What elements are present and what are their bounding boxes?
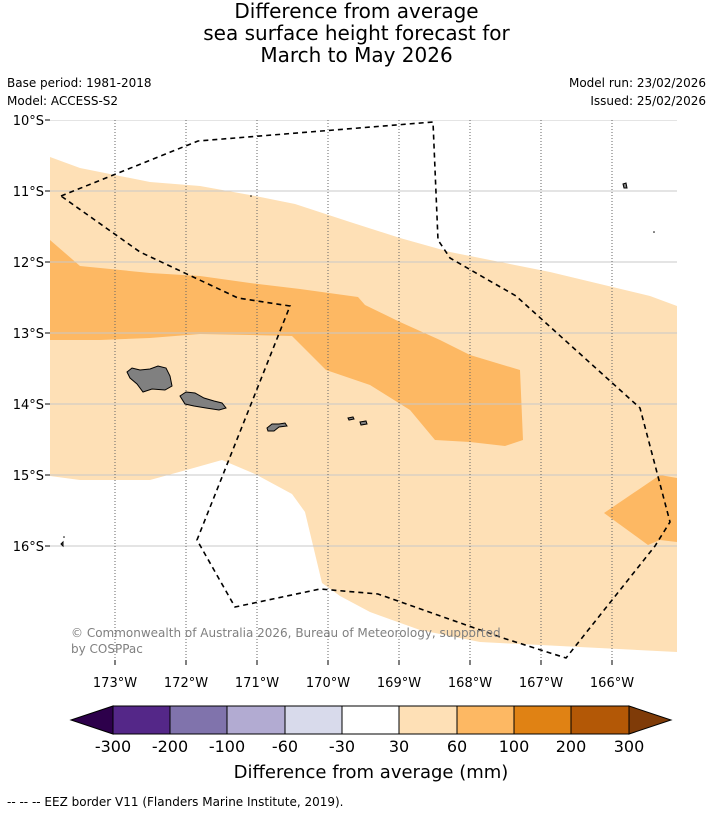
colorbar-segments <box>69 705 673 735</box>
colorbar-tick-label: -200 <box>152 737 188 756</box>
meta-left: Base period: 1981-2018 Model: ACCESS-S2 <box>7 74 152 110</box>
island-rose-atoll <box>60 540 64 548</box>
eez-borders <box>59 121 671 659</box>
island-ofu-olosega <box>347 416 355 421</box>
copyright-line-1: © Commonwealth of Australia 2026, Bureau… <box>71 626 501 640</box>
gridlines <box>50 120 677 660</box>
colorbar-bin-1 <box>112 705 171 735</box>
land-islands <box>60 182 628 548</box>
lon-label-172w: 172°W <box>164 676 208 691</box>
lat-label-16s: 16°S <box>13 540 44 555</box>
colorbar-bin-9 <box>570 705 630 735</box>
colorbar-extend-low <box>69 705 114 735</box>
contour-60-100-east-patch <box>604 475 677 545</box>
title-line-3: March to May 2026 <box>260 43 453 67</box>
island-swains <box>622 182 628 189</box>
colorbar-tick-label: -30 <box>329 737 355 756</box>
colorbar-tick-label: 100 <box>499 737 530 756</box>
meta-right: Model run: 23/02/2026 Issued: 25/02/2026 <box>569 74 706 110</box>
colorbar-tick-label: 300 <box>614 737 645 756</box>
lon-label-171w: 171°W <box>235 676 279 691</box>
longitude-axis: 173°W 172°W 171°W 170°W 169°W 168°W 167°… <box>93 660 634 691</box>
eez-legend-note: -- -- -- EEZ border V11 (Flanders Marine… <box>7 795 344 809</box>
colorbar-bin-3 <box>226 705 286 735</box>
colorbar-tick-label: -300 <box>95 737 131 756</box>
copyright-line-2: by COSPPac <box>71 642 143 656</box>
island-tutuila <box>266 422 288 432</box>
colorbar-bin-6 <box>398 705 458 735</box>
eez-border-tokelau-samoa <box>59 121 671 659</box>
colorbar-title: Difference from average (mm) <box>234 762 509 783</box>
lat-label-13s: 13°S <box>13 327 44 342</box>
lat-label-15s: 15°S <box>13 469 44 484</box>
map-area: © Commonwealth of Australia 2026, Bureau… <box>50 120 677 660</box>
contour-60-100-region <box>50 240 523 446</box>
island-upolu <box>179 391 227 411</box>
lat-label-14s: 14°S <box>13 398 44 413</box>
lon-label-169w: 169°W <box>377 676 421 691</box>
lon-tick-marks <box>114 660 613 665</box>
colorbar-bin-8 <box>513 705 572 735</box>
lon-label-166w: 166°W <box>590 676 634 691</box>
islet-dot-1 <box>250 195 252 197</box>
colorbar: -300 -200 -100 -60 -30 30 60 100 200 300… <box>69 705 673 783</box>
lon-label-170w: 170°W <box>306 676 350 691</box>
base-period-text: Base period: 1981-2018 <box>7 76 152 90</box>
colorbar-tick-label: 60 <box>447 737 467 756</box>
lat-label-12s: 12°S <box>13 256 44 271</box>
colorbar-extend-high <box>628 705 673 735</box>
island-savaii <box>126 365 173 393</box>
latitude-gridlines <box>50 120 677 547</box>
colorbar-tick-label: -60 <box>272 737 298 756</box>
colorbar-bin-7 <box>456 705 515 735</box>
longitude-gridlines <box>114 120 613 660</box>
lat-label-10s: 10°S <box>13 114 44 129</box>
chart-title: Difference from average sea surface heig… <box>0 0 713 66</box>
islet-dot-3 <box>63 536 65 538</box>
colorbar-tick-label: -100 <box>209 737 245 756</box>
island-tau <box>359 420 368 426</box>
colorbar-tick-label: 200 <box>556 737 587 756</box>
colorbar-tick-label: 30 <box>389 737 409 756</box>
issued-text: Issued: 25/02/2026 <box>590 94 706 108</box>
colorbar-bin-5 <box>341 705 400 735</box>
title-line-2: sea surface height forecast for <box>203 21 510 45</box>
model-run-text: Model run: 23/02/2026 <box>568 76 706 90</box>
latitude-axis: 10°S 11°S 12°S 13°S 14°S 15°S 16°S <box>13 114 50 555</box>
lon-label-167w: 167°W <box>519 676 563 691</box>
lon-label-173w: 173°W <box>93 676 137 691</box>
islet-dot-2 <box>653 231 655 233</box>
lon-label-168w: 168°W <box>448 676 492 691</box>
colorbar-bin-2 <box>169 705 228 735</box>
model-text: Model: ACCESS-S2 <box>7 94 119 108</box>
colorbar-bin-4 <box>284 705 343 735</box>
title-line-1: Difference from average <box>234 0 479 23</box>
lat-tick-marks <box>45 119 50 547</box>
lat-label-11s: 11°S <box>13 185 44 200</box>
